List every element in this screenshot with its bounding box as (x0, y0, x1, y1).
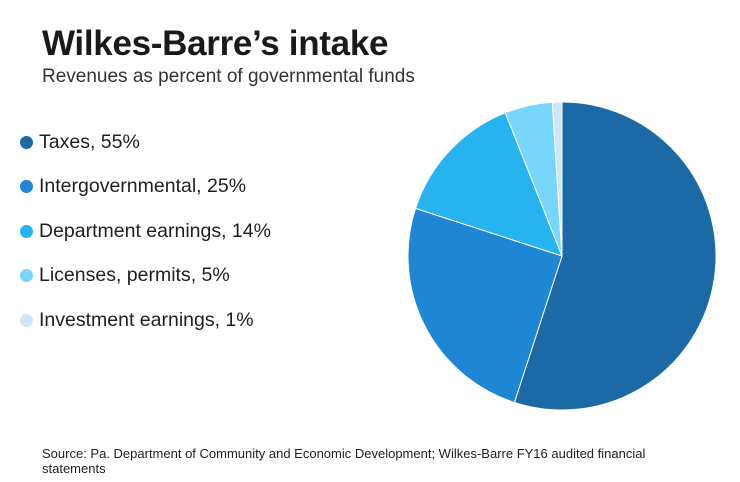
legend-swatch (20, 180, 33, 194)
legend: Taxes, 55% Intergovernmental, 25% Depart… (20, 120, 271, 343)
pie-slice-department-earnings (414, 112, 563, 257)
legend-label: Licenses, permits, 5% (39, 264, 230, 287)
pie-chart (407, 101, 717, 411)
legend-swatch (20, 224, 33, 238)
legend-item-taxes: Taxes, 55% (20, 120, 271, 165)
legend-label: Investment earnings, 1% (39, 308, 254, 331)
legend-item-licenses-permits: Licenses, permits, 5% (20, 254, 271, 299)
legend-label: Department earnings, 14% (39, 219, 271, 242)
legend-swatch (20, 269, 33, 283)
pie-slice-taxes (513, 101, 717, 411)
legend-label: Taxes, 55% (39, 130, 140, 153)
legend-item-department-earnings: Department earnings, 14% (20, 209, 271, 254)
legend-item-investment-earnings: Investment earnings, 1% (20, 298, 271, 343)
legend-swatch (20, 313, 33, 327)
pie-slice-intergovernmental (407, 207, 563, 404)
chart-title: Wilkes-Barre’s intake (42, 24, 389, 63)
legend-swatch (20, 135, 33, 149)
source-note: Source: Pa. Department of Community and … (42, 446, 646, 476)
chart-subtitle: Revenues as percent of governmental fund… (42, 66, 415, 87)
legend-label: Intergovernmental, 25% (39, 175, 247, 198)
legend-item-intergovernmental: Intergovernmental, 25% (20, 165, 271, 210)
pie-slice-investment-earnings (551, 101, 563, 257)
